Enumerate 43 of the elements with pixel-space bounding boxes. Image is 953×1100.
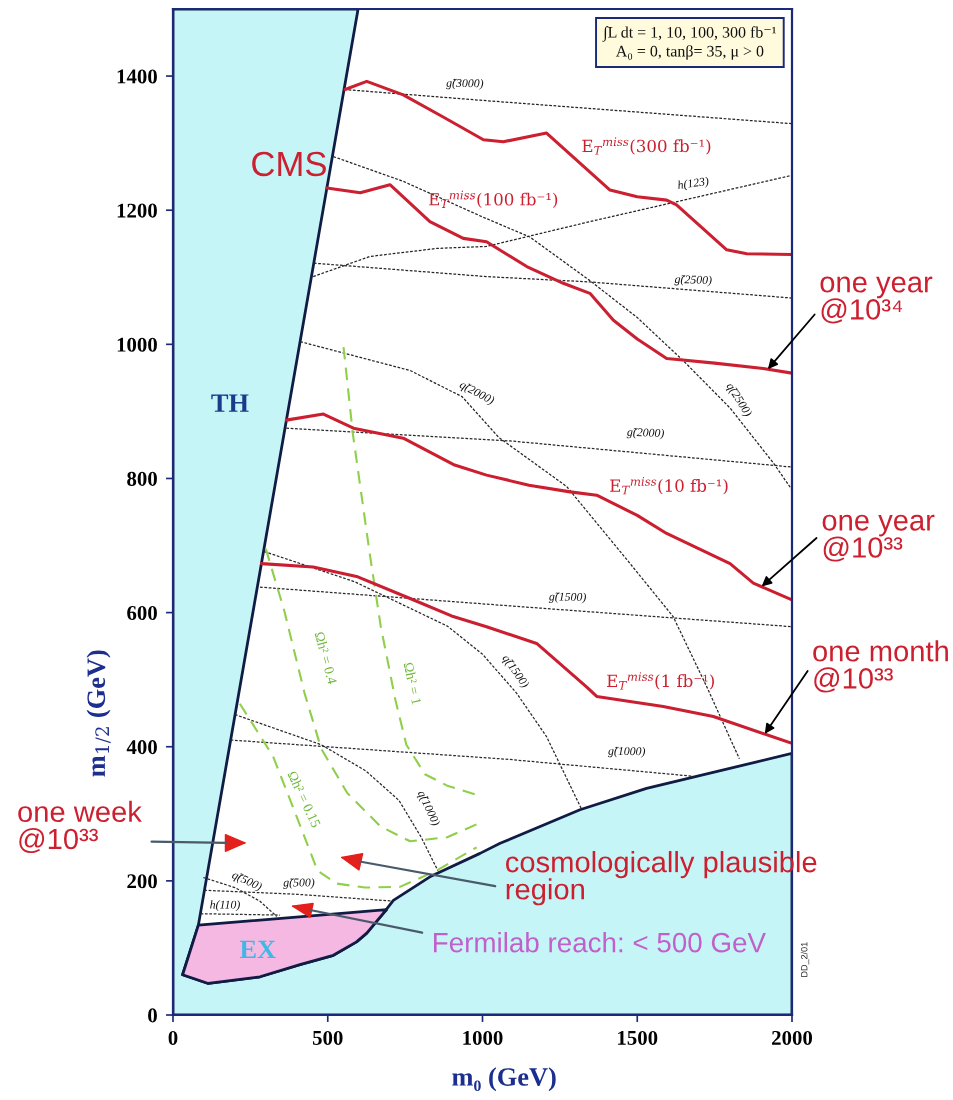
annotation: Ωh² = 0.15 — [287, 770, 322, 829]
x-tick-label: 1500 — [618, 1030, 658, 1045]
annotation: CMS — [252, 151, 326, 177]
y-tick-label: 400 — [126, 740, 157, 755]
y-axis-title: m$_{1/2}$ (GeV) — [86, 650, 111, 777]
text: DD_2/01 — [800, 942, 810, 977]
x-axis-title: m₀ (GeV) — [452, 1067, 556, 1092]
annotation: EX — [239, 940, 276, 958]
y-tick-label: 1200 — [117, 203, 157, 218]
annotation: one year @10³⁴ — [820, 276, 933, 324]
x-tick-label: 1000 — [463, 1030, 503, 1045]
annotation: one year @10³³ — [822, 514, 935, 562]
annotation: g̃(1500) — [548, 592, 587, 604]
annotation: Fermilab reach: < 500 GeV — [434, 932, 766, 953]
text: one week @10³³ — [18, 800, 142, 854]
annotation: TH — [211, 394, 249, 412]
y-tick-label: 800 — [127, 471, 157, 486]
line-series — [259, 562, 792, 745]
annotation: q̃(500) — [230, 870, 263, 893]
annotation: Ωh² = 1 — [403, 662, 422, 705]
y-tick-label: 1400 — [117, 69, 157, 84]
line-series — [343, 79, 792, 256]
y-tick-label: 200 — [127, 874, 157, 889]
annotation: g̃(2500) — [674, 274, 712, 287]
y-tick-label: 0 — [148, 1008, 157, 1023]
x-tick-label: 500 — [312, 1030, 343, 1045]
annotation: g̃(500) — [283, 878, 315, 889]
annotation: E$_{T}$$^{miss}$(300 fb⁻¹) — [582, 137, 711, 155]
annotation: E$_{T}$$^{miss}$(10 fb⁻¹) — [610, 477, 728, 495]
annotation: E$_{T}$$^{miss}$(100 fb⁻¹) — [429, 190, 558, 208]
annotation: one month @10³³ — [813, 640, 948, 693]
annotation: g̃(2000) — [626, 427, 665, 440]
annotation: h(123) — [677, 176, 710, 192]
y-tick-label: 600 — [127, 605, 157, 621]
y-tick-label: 1000 — [117, 337, 157, 352]
x-tick-label: 0 — [168, 1030, 178, 1045]
annotation: g̃(3000) — [446, 78, 484, 90]
annotation: g̃(1000) — [607, 746, 646, 758]
annotation: ∫L dt = 1, 10, 100, 300 fb⁻¹ A₀ = 0, tanβ= 35, μ > 0 — [602, 26, 776, 60]
annotation: E$_{T}$$^{miss}$(1 fb⁻¹) — [607, 672, 714, 690]
x-tick-label: 2000 — [772, 1030, 813, 1045]
annotation: h(110) — [210, 900, 240, 911]
annotation: Ωh² = 0.4 — [314, 631, 338, 685]
